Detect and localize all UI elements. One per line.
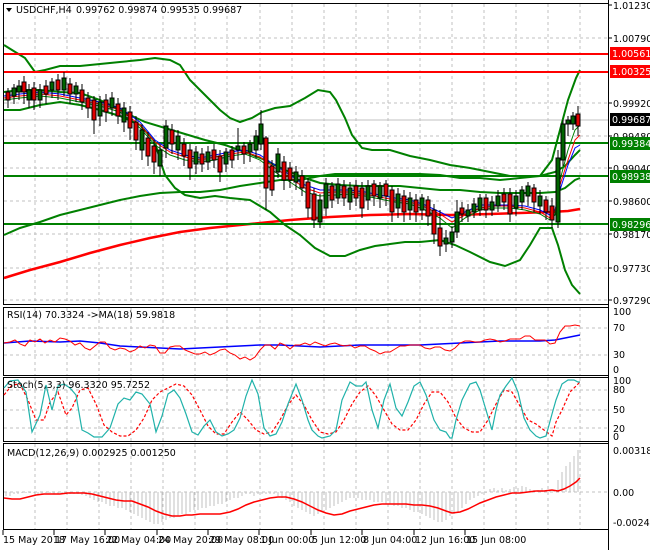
stoch-signal-line <box>3 381 581 438</box>
svg-text:1.00561: 1.00561 <box>612 49 650 60</box>
resistance-tag-1: 1.00561 <box>610 47 650 60</box>
symbol-header: USDCHF,H4 0.99762 0.99874 0.99535 0.9968… <box>6 5 242 16</box>
macd-level: -0.002472 <box>613 518 650 529</box>
time-tick: 1 Jun 00:00 <box>260 535 314 546</box>
ohlc-values: 0.99762 0.99874 0.99535 0.99687 <box>76 5 242 16</box>
stoch-level: 0 <box>613 432 619 443</box>
price-tick: 0.99920 <box>613 99 650 110</box>
rsi-title: RSI(14) 70.3324 ->MA(18) 59.9818 <box>7 310 175 321</box>
time-tick: 15 Jun 08:00 <box>466 535 526 546</box>
macd-histogram <box>5 450 579 524</box>
time-tick: 12 Jun 16:00 <box>415 535 475 546</box>
macd-level: 0.003182 <box>613 446 650 457</box>
time-tick: 8 Jun 04:00 <box>363 535 417 546</box>
macd-level: 0.00 <box>613 488 634 499</box>
time-tick: 17 May 16:00 <box>55 535 120 546</box>
price-axis[interactable]: 1.01230 1.00790 0.99920 0.99480 0.99040 … <box>608 0 650 550</box>
time-tick: 5 Jun 12:00 <box>312 535 366 546</box>
current-price-tag: 0.99687 <box>610 113 650 126</box>
stoch-title: Stoch(5,3,3) 96.3320 95.7252 <box>7 380 150 391</box>
price-tick: 1.00790 <box>613 34 650 45</box>
time-tick: 24 May 20:00 <box>158 535 223 546</box>
rsi-level: 0 <box>613 365 619 376</box>
dropdown-triangle-icon[interactable] <box>6 8 12 12</box>
macd-signal-line <box>3 477 581 517</box>
macd-panel[interactable]: MACD(12,26,9) 0.002925 0.001250 0.003182… <box>3 443 650 530</box>
ma-mid-red <box>3 93 581 223</box>
svg-text:0.99384: 0.99384 <box>612 139 650 150</box>
price-tick: 0.98170 <box>613 230 650 241</box>
bollinger-upper <box>3 44 581 177</box>
rsi-line <box>3 324 581 361</box>
bollinger-lower-band <box>4 100 581 295</box>
svg-text:0.99687: 0.99687 <box>612 115 650 126</box>
stoch-level: 20 <box>613 424 625 435</box>
stoch-main-line <box>3 376 580 439</box>
symbol-label: USDCHF,H4 <box>16 5 72 16</box>
ma-fast-blue <box>3 91 581 219</box>
rsi-level: 100 <box>613 307 631 318</box>
price-tick: 0.97730 <box>613 264 650 275</box>
price-tick: 0.97290 <box>613 296 650 307</box>
support-tag-2: 0.98938 <box>610 170 650 183</box>
rsi-panel[interactable]: RSI(14) 70.3324 ->MA(18) 59.9818 100 70 … <box>3 307 632 376</box>
support-tag-1: 0.99384 <box>610 137 650 150</box>
time-tick: 22 May 04:00 <box>106 535 171 546</box>
rsi-level: 30 <box>613 350 625 361</box>
time-tick: 29 May 08:00 <box>209 535 274 546</box>
price-tick: 0.98600 <box>613 197 650 208</box>
stoch-level: 50 <box>613 405 625 416</box>
stochastic-panel[interactable]: Stoch(5,3,3) 96.3320 95.7252 100 80 50 2… <box>3 376 632 443</box>
bollinger-lower <box>3 149 581 236</box>
rsi-level: 70 <box>613 323 625 334</box>
price-tick: 0.99040 <box>613 164 650 175</box>
time-tick: 15 May 2018 <box>3 535 65 546</box>
ma200-line <box>3 207 581 280</box>
resistance-tag-2: 1.00325 <box>610 65 650 78</box>
svg-text:1.00325: 1.00325 <box>612 67 650 78</box>
support-tag-3: 0.98296 <box>610 218 650 231</box>
main-price-panel[interactable]: USDCHF,H4 0.99762 0.99874 0.99535 0.9968… <box>3 3 609 305</box>
ma-slow-green <box>3 95 581 229</box>
price-tick: 1.01230 <box>613 1 650 12</box>
stoch-level: 100 <box>613 376 631 387</box>
time-axis[interactable]: 15 May 2018 17 May 16:00 22 May 04:00 24… <box>2 530 526 546</box>
svg-text:0.98938: 0.98938 <box>612 172 650 183</box>
candlesticks[interactable] <box>5 72 581 256</box>
svg-text:0.98296: 0.98296 <box>612 220 650 231</box>
macd-title: MACD(12,26,9) 0.002925 0.001250 <box>7 448 176 459</box>
stoch-level: 80 <box>613 385 625 396</box>
